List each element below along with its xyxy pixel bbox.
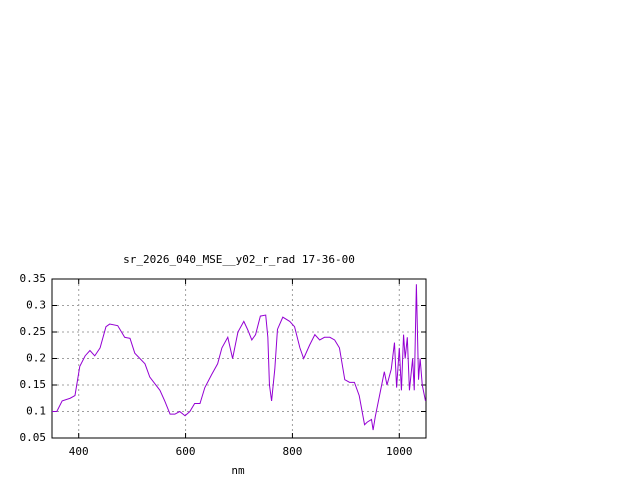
y-tick-label: 0.05 xyxy=(20,431,47,444)
chart-title: sr_2026_040_MSE__y02_r_rad 17-36-00 xyxy=(123,253,355,266)
y-tick-label: 0.3 xyxy=(26,299,46,312)
x-tick-label: 600 xyxy=(176,445,196,458)
x-tick-label: 800 xyxy=(282,445,302,458)
y-tick-label: 0.35 xyxy=(20,272,47,285)
data-line xyxy=(52,284,426,431)
plot-border xyxy=(51,278,427,439)
x-tick-label: 1000 xyxy=(386,445,413,458)
x-tick-label: 400 xyxy=(69,445,89,458)
y-tick-label: 0.25 xyxy=(20,325,47,338)
x-axis-label: nm xyxy=(231,464,245,477)
y-tick-label: 0.1 xyxy=(26,405,46,418)
y-tick-label: 0.15 xyxy=(20,378,47,391)
y-tick-label: 0.2 xyxy=(26,352,46,365)
